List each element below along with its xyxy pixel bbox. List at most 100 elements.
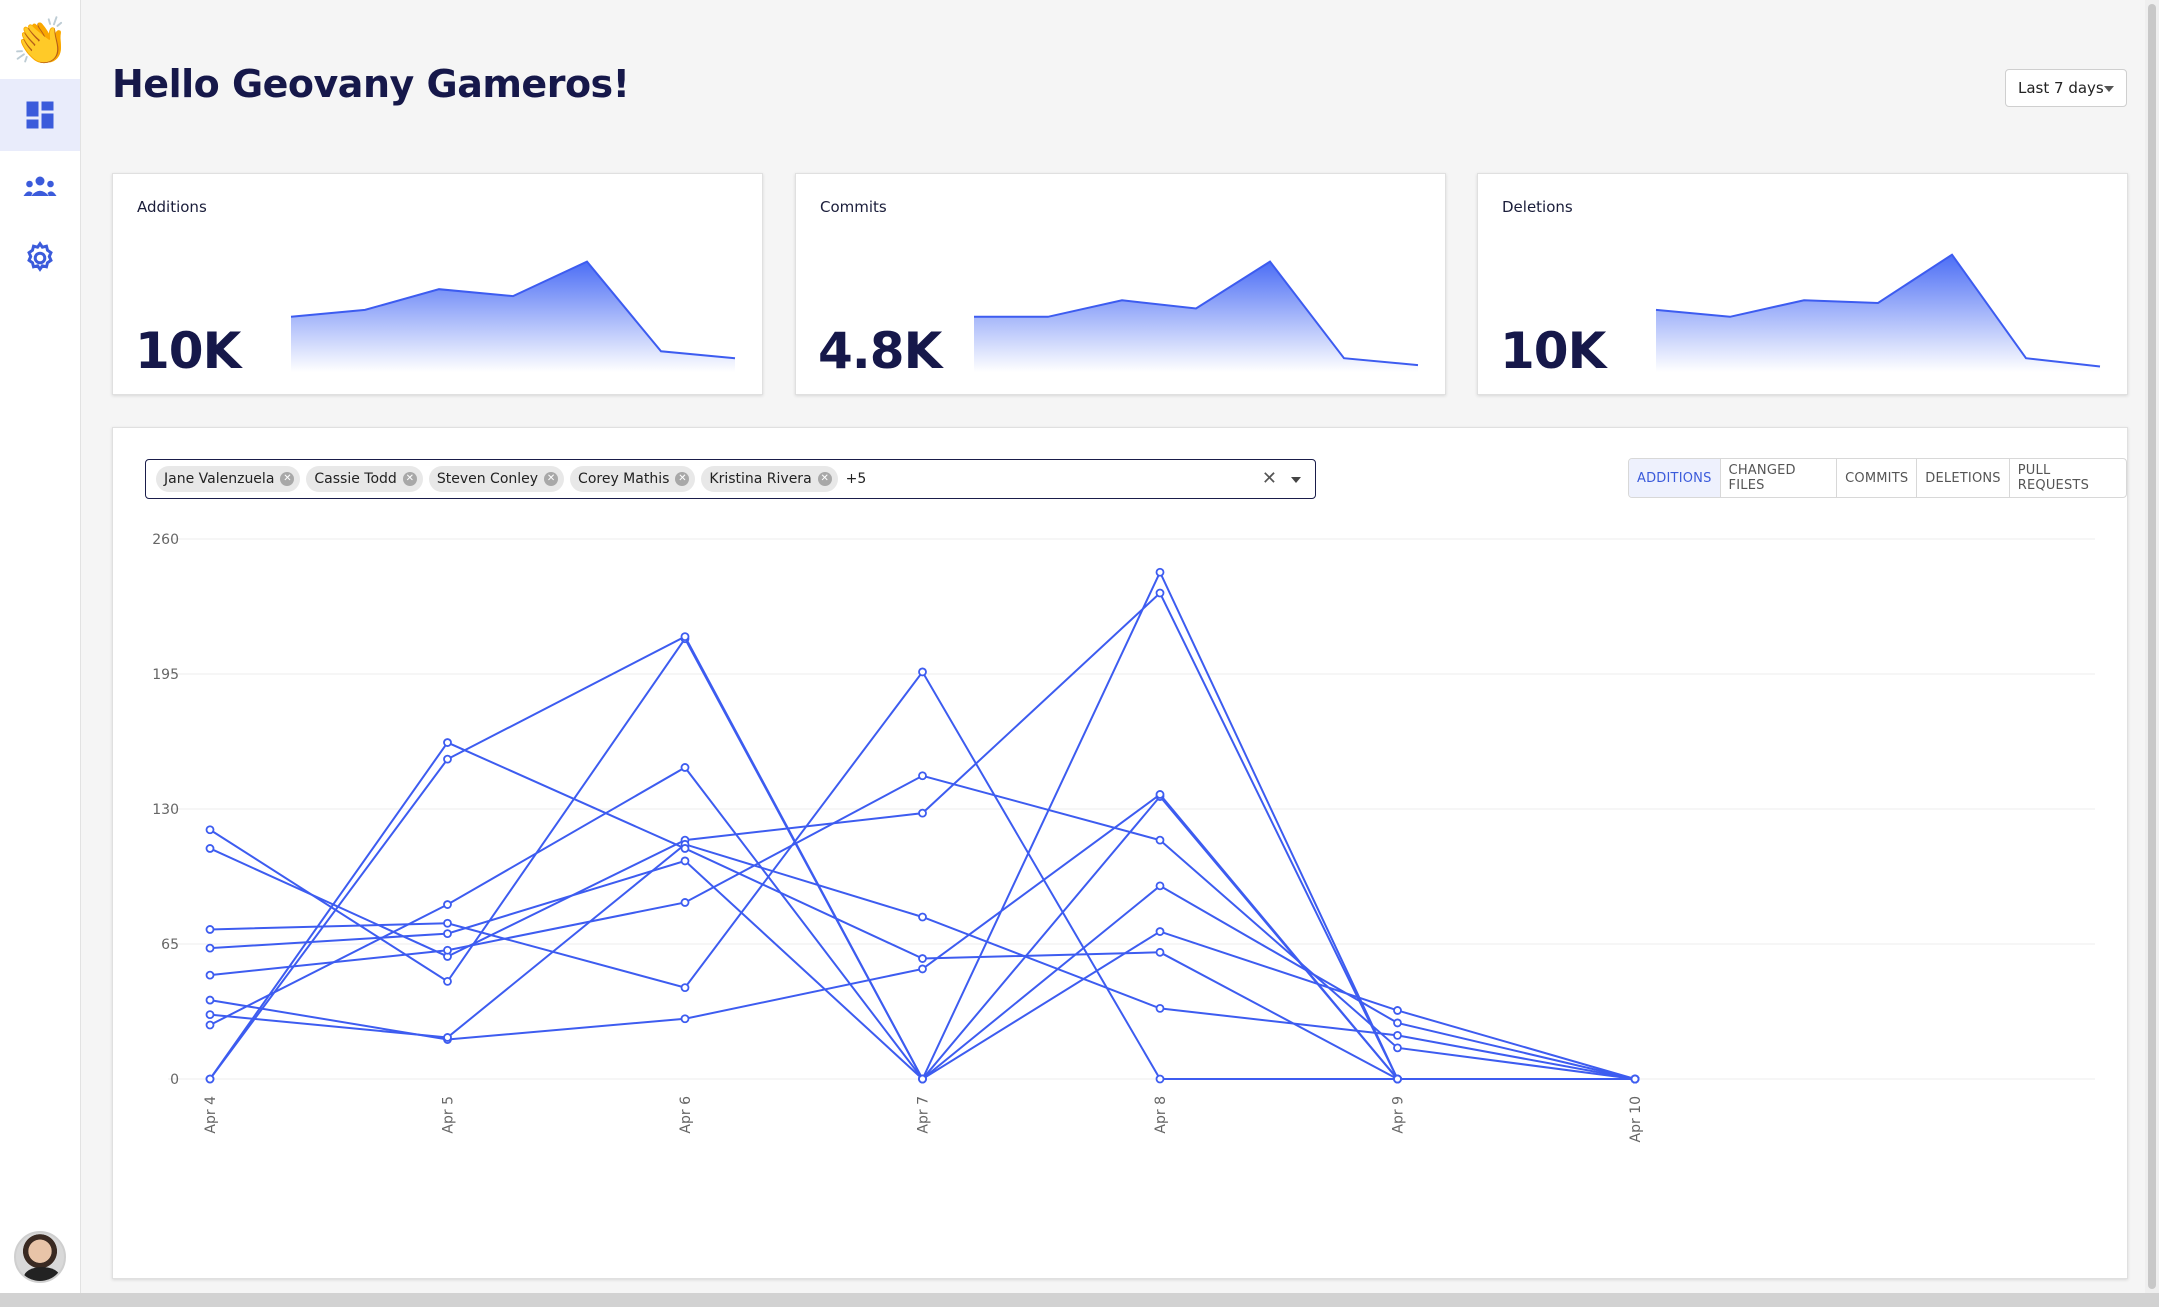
data-point bbox=[443, 918, 452, 928]
stat-value: 10K bbox=[1500, 322, 1606, 380]
stat-card-deletions: Deletions 10K bbox=[1477, 173, 2128, 395]
series-line bbox=[209, 635, 1636, 1081]
data-point bbox=[680, 763, 690, 772]
sparkline bbox=[1655, 253, 2101, 372]
data-point bbox=[680, 844, 690, 853]
contributor-select[interactable]: Jane Valenzuela ✕ Cassie Todd ✕ Steven C… bbox=[145, 459, 1316, 499]
remove-chip-icon[interactable]: ✕ bbox=[675, 472, 690, 486]
chip-label: Jane Valenzuela bbox=[164, 471, 275, 487]
stat-label: Deletions bbox=[1502, 198, 1573, 216]
tab-changed-files[interactable]: CHANGED FILES bbox=[1721, 459, 1838, 497]
data-point bbox=[1155, 790, 1165, 799]
remove-chip-icon[interactable]: ✕ bbox=[817, 472, 832, 486]
data-point bbox=[443, 929, 452, 939]
data-point bbox=[1393, 1018, 1402, 1028]
data-point bbox=[680, 1014, 690, 1024]
data-point bbox=[205, 943, 215, 953]
chevron-down-icon bbox=[2104, 86, 2114, 92]
data-point bbox=[1155, 1074, 1165, 1084]
data-point bbox=[1393, 1006, 1402, 1015]
stat-card-commits: Commits 4.8K bbox=[795, 173, 1446, 395]
chip-label: Steven Conley bbox=[436, 471, 539, 487]
data-point bbox=[205, 844, 215, 853]
stat-value: 10K bbox=[135, 322, 241, 380]
data-point bbox=[205, 925, 215, 934]
data-point bbox=[205, 995, 215, 1005]
clear-icon[interactable]: ✕ bbox=[1261, 468, 1277, 489]
y-tick-label: 260 bbox=[152, 532, 179, 548]
sidebar: 👏 bbox=[0, 0, 81, 1307]
horizontal-scrollbar[interactable] bbox=[0, 1293, 2159, 1307]
tab-pull-requests[interactable]: PULL REQUESTS bbox=[2017, 463, 2090, 493]
data-point bbox=[918, 964, 927, 974]
dashboard-icon bbox=[26, 101, 54, 129]
sidebar-item-team[interactable] bbox=[0, 151, 80, 223]
sparkline-area bbox=[1656, 254, 2100, 372]
sidebar-item-dashboard[interactable] bbox=[0, 79, 80, 151]
data-point bbox=[443, 976, 452, 986]
data-point bbox=[680, 856, 690, 866]
contributor-chip[interactable]: Jane Valenzuela ✕ bbox=[156, 466, 301, 492]
data-point bbox=[443, 945, 452, 955]
data-point bbox=[680, 632, 690, 642]
data-point bbox=[918, 912, 927, 922]
vertical-scrollbar-thumb[interactable] bbox=[2148, 4, 2156, 1289]
data-point bbox=[443, 754, 452, 764]
remove-chip-icon[interactable]: ✕ bbox=[544, 472, 559, 486]
data-point bbox=[918, 667, 927, 677]
x-tick-label: Apr 8 bbox=[1153, 1096, 1169, 1134]
x-tick-label: Apr 6 bbox=[678, 1096, 694, 1134]
tab-commits[interactable]: COMMITS bbox=[1837, 459, 1918, 497]
series-line bbox=[209, 793, 1635, 1080]
stat-label: Additions bbox=[137, 198, 207, 216]
data-point bbox=[443, 900, 452, 909]
sparkline-line bbox=[974, 260, 1419, 367]
contributor-chip[interactable]: Kristina Rivera ✕ bbox=[701, 466, 838, 492]
remove-chip-icon[interactable]: ✕ bbox=[402, 472, 417, 486]
stat-label: Commits bbox=[820, 198, 887, 216]
data-point bbox=[1155, 1003, 1165, 1013]
data-point bbox=[205, 1074, 215, 1084]
team-icon bbox=[23, 176, 57, 196]
data-point bbox=[1393, 1043, 1402, 1053]
stat-card-additions: Additions 10K bbox=[112, 173, 763, 395]
x-tick-label: Apr 7 bbox=[916, 1096, 932, 1134]
data-point bbox=[1155, 947, 1165, 957]
sparkline-area bbox=[974, 261, 1418, 372]
series-line bbox=[209, 794, 1635, 1081]
series-line bbox=[209, 569, 1635, 1082]
x-tick-label: Apr 10 bbox=[1628, 1096, 1644, 1142]
chip-label: Corey Mathis bbox=[578, 471, 670, 487]
gear-icon bbox=[27, 241, 53, 272]
series-line bbox=[209, 591, 1635, 1080]
tab-additions[interactable]: ADDITIONS bbox=[1629, 459, 1721, 497]
y-tick-label: 130 bbox=[152, 802, 179, 818]
more-count: +5 bbox=[845, 471, 867, 487]
data-point bbox=[443, 738, 452, 747]
data-point bbox=[1630, 1074, 1640, 1084]
sparkline bbox=[290, 260, 736, 372]
y-tick-label: 65 bbox=[161, 937, 179, 953]
sidebar-item-settings[interactable] bbox=[0, 222, 80, 294]
sparkline-line bbox=[290, 260, 736, 360]
contributor-chip[interactable]: Steven Conley ✕ bbox=[428, 466, 565, 492]
remove-chip-icon[interactable]: ✕ bbox=[280, 472, 295, 486]
tab-deletions[interactable]: DELETIONS bbox=[1917, 459, 2010, 497]
contributor-chip[interactable]: Corey Mathis ✕ bbox=[570, 466, 696, 492]
date-range-select[interactable]: Last 7 days bbox=[2005, 69, 2127, 107]
clapping-hands-logo[interactable]: 👏 bbox=[12, 14, 70, 68]
data-point bbox=[205, 1020, 215, 1030]
x-tick-label: Apr 5 bbox=[441, 1096, 457, 1134]
contributors-chart-card: 0 65 130 195 260 Apr 4 Apr 5 Apr 6 Apr 7 Apr 8 Apr… bbox=[112, 427, 2128, 1279]
contributor-chip[interactable]: Cassie Todd ✕ bbox=[306, 466, 423, 492]
data-point bbox=[1155, 835, 1165, 845]
sparkline-line bbox=[1655, 253, 2101, 368]
data-point bbox=[918, 771, 927, 781]
avatar[interactable] bbox=[14, 1231, 66, 1283]
line-chart: 0 65 130 195 260 Apr 4 Apr 5 Apr 6 Apr 7 Apr 8 Apr… bbox=[152, 532, 2095, 1142]
data-point bbox=[1393, 1074, 1402, 1084]
data-point bbox=[205, 970, 215, 980]
data-point bbox=[1155, 927, 1165, 936]
chevron-down-icon[interactable] bbox=[1291, 477, 1301, 483]
data-point bbox=[205, 825, 215, 835]
